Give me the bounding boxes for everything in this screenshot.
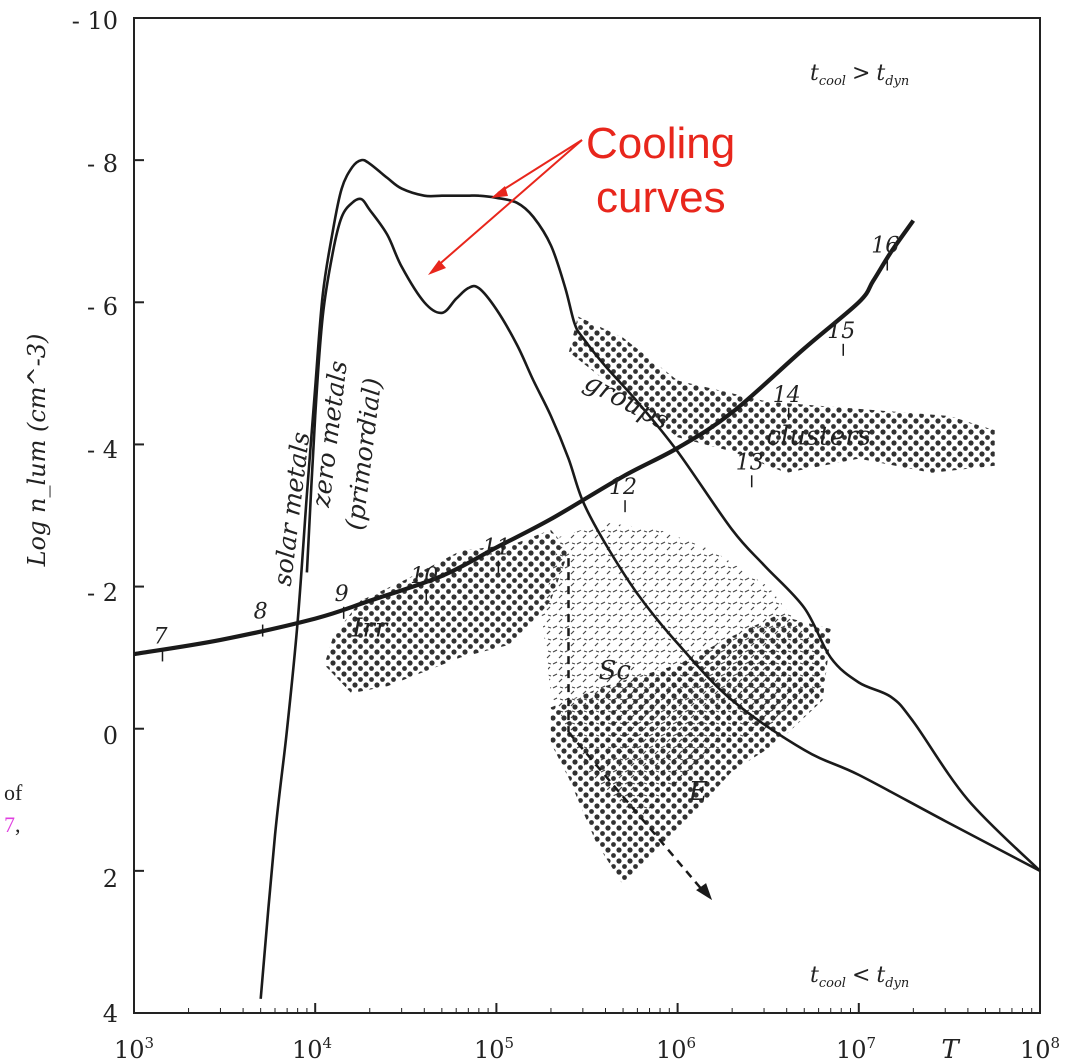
regime-top-label: tcool > tdyn [810,61,909,89]
x-tick-label: 107 [836,1034,876,1064]
y-tick-label: - 10 [72,7,118,35]
axes-frame [133,17,1041,1014]
caption-fragment-line1: of [4,780,23,805]
curves-group [133,158,1041,999]
e-region [550,615,832,886]
y-axis-label: Log n_lum (cm^-3) [23,334,51,568]
galaxy-regions [324,316,995,886]
region-label: Irr [351,613,389,643]
y-tick-labels: - 10 - 8 - 6 - 4 - 2 0 2 4 [72,7,118,1028]
y-tick-label: 2 [103,865,118,893]
x-tick-label: 106 [656,1034,696,1064]
x-axis-label: T [941,1035,960,1064]
annotation-arrow-upper [497,139,583,194]
caption-fragment-line2: 7, [4,812,21,837]
mass-labels: 7 8 9 10 11 12 13 14 15 16 [153,234,899,662]
mass-label: 12 [609,475,637,500]
y-tick-label: - 4 [87,436,118,464]
x-tick-label: 108 [1020,1034,1060,1064]
x-tick-label: 104 [292,1034,332,1064]
mass-label: 14 [773,383,801,408]
mass-label: 15 [827,319,855,344]
annotation-arrow-lower [434,139,583,269]
annotation-line1: Cooling [586,119,735,168]
y-tick-label: - 6 [87,293,118,321]
y-tick-label: 4 [103,1000,118,1028]
region-label: Sc [599,656,632,686]
mass-label: 9 [335,582,349,607]
halo-track-curve [133,219,916,657]
region-label: E [688,777,708,807]
mass-label: 11 [482,536,510,561]
mass-label: 13 [736,450,764,475]
region-label: clusters [766,421,871,451]
annotation-arrowhead-lower [428,260,446,275]
cooling-curves-annotation: Cooling curves [428,119,735,275]
dashed-arrowhead [696,883,713,901]
annotation-arrowhead-upper [491,186,508,198]
solar-metals-curve [259,158,1041,999]
x-tick-labels: 103 104 105 106 107 108 [114,1034,1060,1064]
irr-region [324,529,569,694]
mass-label: 8 [254,600,268,625]
x-tick-label: 103 [114,1034,154,1064]
zero-metals-curve [305,197,1041,873]
x-tick-label: 105 [474,1034,514,1064]
y-tick-label: - 8 [87,150,118,178]
plot-border [133,17,1041,1014]
mass-label: 16 [871,234,899,259]
groups-clusters-region [568,316,995,473]
regime-bottom-label: tcool < tdyn [810,963,909,991]
mass-label: 10 [410,564,438,589]
dashed-evolution-arrow [567,731,706,893]
y-tick-label: - 2 [87,579,118,607]
annotation-line2: curves [596,173,726,222]
mass-label: 7 [153,624,167,649]
caption-link: 7 [4,812,15,837]
y-tick-label: 0 [103,722,118,750]
